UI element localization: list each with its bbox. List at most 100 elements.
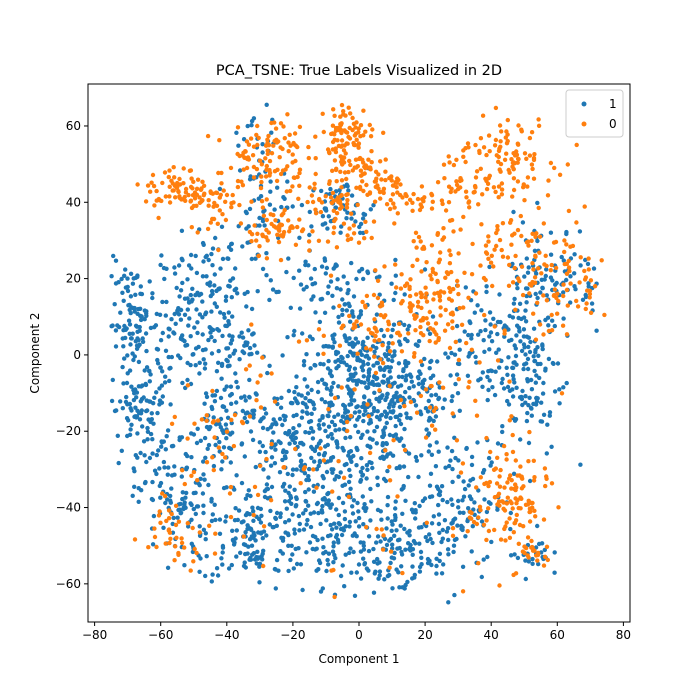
point-series-0 (530, 261, 535, 266)
point-series-1 (203, 310, 209, 315)
point-series-1 (113, 281, 119, 286)
point-series-1 (129, 422, 134, 427)
point-series-0 (504, 151, 509, 156)
point-series-1 (472, 500, 477, 505)
point-series-0 (255, 142, 260, 148)
point-series-1 (133, 387, 138, 392)
point-series-1 (249, 118, 255, 124)
point-series-0 (379, 300, 385, 305)
point-series-0 (360, 299, 365, 305)
y-tick-label: 20 (66, 272, 81, 286)
point-series-1 (212, 502, 217, 507)
point-series-1 (336, 314, 341, 320)
point-series-1 (285, 335, 290, 340)
point-series-1 (243, 512, 249, 518)
point-series-1 (365, 377, 371, 382)
point-series-1 (126, 418, 131, 423)
point-series-1 (407, 528, 412, 534)
point-series-1 (429, 393, 434, 398)
point-series-0 (437, 291, 442, 296)
point-series-1 (542, 547, 547, 553)
point-series-0 (530, 505, 535, 510)
point-series-1 (342, 302, 348, 307)
point-series-1 (172, 311, 177, 317)
point-series-0 (484, 480, 489, 486)
point-series-1 (269, 455, 275, 460)
point-series-0 (346, 105, 351, 110)
point-series-1 (212, 399, 218, 404)
point-series-0 (368, 165, 373, 170)
point-series-0 (297, 217, 302, 222)
point-series-0 (407, 304, 412, 310)
point-series-0 (355, 351, 360, 356)
point-series-0 (425, 321, 431, 326)
point-series-1 (370, 465, 375, 471)
point-series-0 (206, 203, 211, 208)
point-series-1 (248, 557, 254, 562)
point-series-0 (260, 205, 266, 210)
point-series-1 (525, 356, 531, 362)
point-series-1 (388, 560, 393, 566)
point-series-1 (321, 362, 326, 367)
point-series-0 (311, 467, 316, 472)
point-series-1 (386, 357, 391, 362)
point-series-0 (493, 466, 498, 471)
point-series-1 (159, 253, 164, 258)
point-series-1 (246, 488, 251, 493)
point-series-0 (529, 130, 535, 135)
point-series-1 (149, 411, 154, 416)
point-series-0 (286, 140, 291, 145)
point-series-0 (369, 235, 374, 241)
point-series-1 (323, 549, 328, 555)
legend-label-1: 1 (609, 97, 617, 111)
point-series-1 (307, 232, 312, 238)
point-series-1 (488, 330, 494, 335)
point-series-1 (527, 395, 532, 400)
point-series-0 (447, 218, 453, 223)
point-series-1 (350, 391, 355, 396)
point-series-1 (553, 282, 558, 287)
point-series-0 (443, 307, 448, 313)
point-series-1 (572, 252, 577, 257)
point-series-1 (422, 267, 428, 272)
point-series-1 (293, 435, 298, 441)
point-series-1 (191, 490, 196, 496)
point-series-0 (454, 182, 460, 188)
point-series-1 (224, 514, 229, 519)
point-series-1 (392, 349, 397, 354)
point-series-1 (475, 303, 480, 308)
point-series-1 (445, 499, 450, 505)
point-series-0 (179, 540, 185, 546)
point-series-0 (516, 541, 521, 546)
point-series-1 (283, 455, 288, 461)
point-series-1 (324, 518, 329, 523)
point-series-1 (243, 411, 249, 416)
point-series-0 (185, 436, 190, 441)
point-series-1 (472, 310, 477, 315)
point-series-0 (458, 227, 463, 232)
point-series-1 (407, 372, 413, 377)
point-series-1 (365, 335, 370, 340)
point-series-1 (315, 352, 321, 357)
point-series-0 (345, 428, 350, 434)
point-series-0 (429, 423, 435, 428)
point-series-1 (329, 419, 335, 425)
point-series-0 (173, 544, 178, 549)
point-series-1 (265, 370, 270, 376)
point-series-1 (211, 463, 217, 469)
point-series-1 (532, 358, 537, 364)
point-series-0 (505, 495, 510, 500)
point-series-1 (132, 305, 137, 311)
point-series-1 (326, 562, 331, 567)
point-series-1 (147, 379, 152, 384)
point-series-1 (223, 323, 228, 328)
point-series-1 (417, 503, 422, 509)
point-series-1 (178, 317, 184, 322)
point-series-1 (390, 586, 395, 591)
point-series-1 (385, 494, 391, 500)
point-series-1 (165, 497, 170, 502)
point-series-1 (206, 337, 211, 343)
point-series-1 (583, 294, 589, 300)
point-series-0 (548, 160, 554, 166)
point-series-0 (531, 176, 537, 181)
